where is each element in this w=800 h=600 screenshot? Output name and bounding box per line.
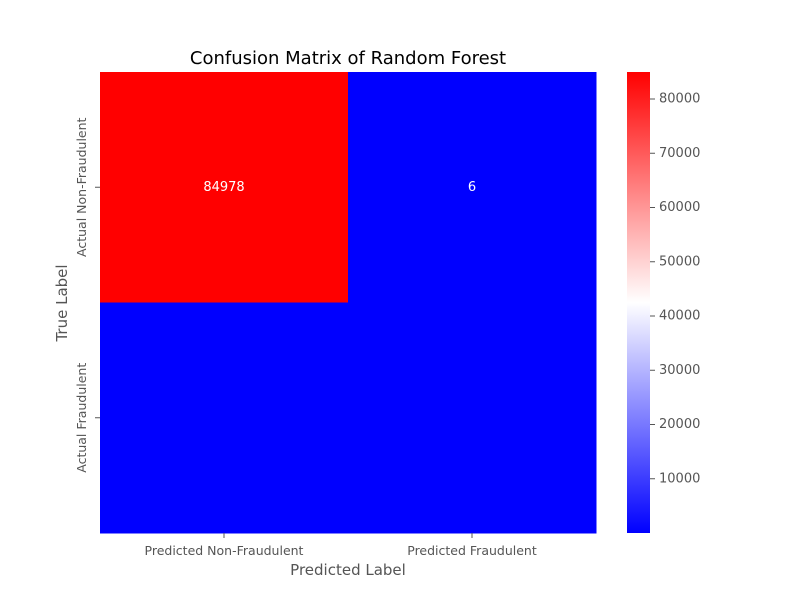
heatmap-cell-r0-c0 <box>100 72 349 303</box>
heatmap-cell-r1-c0 <box>100 302 349 534</box>
colorbar-ticks: 10000 20000 30000 40000 50000 60000 70000 80000 <box>650 92 700 486</box>
colorbar-tick-label: 50000 <box>659 254 700 269</box>
colorbar <box>627 72 650 533</box>
cell-value-label: 84978 <box>203 180 244 195</box>
heatmap-cell-labels: 84978 6 <box>203 180 476 195</box>
cell-value-label: 6 <box>468 180 476 195</box>
colorbar-tick-label: 20000 <box>659 417 700 432</box>
heatmap-cell-r1-c1 <box>348 302 597 534</box>
colorbar-tick-label: 80000 <box>659 92 700 107</box>
colorbar-tick-label: 40000 <box>659 309 700 324</box>
y-tick-label: Actual Non-Fraudulent <box>74 117 89 257</box>
colorbar-tick-label: 60000 <box>659 200 700 215</box>
heatmap-cells <box>100 72 597 534</box>
x-tick-label: Predicted Non-Fraudulent <box>145 543 304 558</box>
colorbar-tick-label: 30000 <box>659 363 700 378</box>
x-tick-label: Predicted Fraudulent <box>407 543 537 558</box>
colorbar-tick-label: 10000 <box>659 471 700 486</box>
y-tick-label: Actual Fraudulent <box>74 363 89 473</box>
x-axis-ticks: Predicted Non-Fraudulent Predicted Fraudu… <box>145 533 537 558</box>
x-axis-label: Predicted Label <box>290 561 406 579</box>
colorbar-tick-label: 70000 <box>659 146 700 161</box>
y-axis-ticks: Actual Non-Fraudulent Actual Fraudulent <box>74 117 100 473</box>
chart-title: Confusion Matrix of Random Forest <box>190 48 506 69</box>
y-axis-label: True Label <box>53 264 71 342</box>
heatmap-cell-r0-c1 <box>348 72 597 303</box>
